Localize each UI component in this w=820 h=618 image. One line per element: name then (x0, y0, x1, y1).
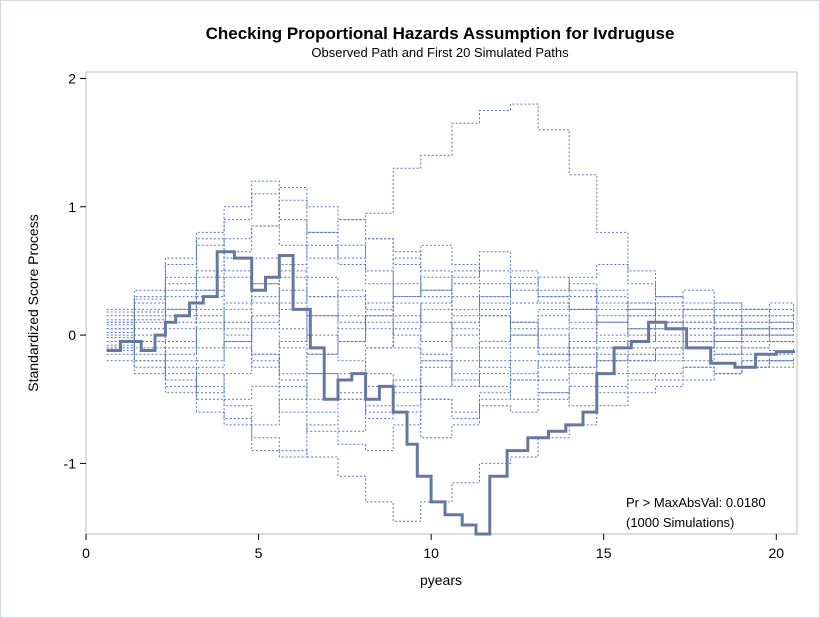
observed-path (106, 250, 795, 536)
x-axis-label: pyears (420, 572, 462, 588)
axes: 0 5 10 15 20 -1 0 1 2 (64, 70, 785, 561)
y-tick-label: -1 (64, 455, 77, 471)
y-tick-label: 2 (68, 70, 76, 86)
y-axis-label: Standardized Score Process (25, 214, 41, 391)
y-tick-label: 0 (68, 327, 76, 343)
simulated-path-4 (106, 347, 794, 458)
x-tick-label: 5 (255, 545, 263, 561)
simulated-path-12 (106, 283, 794, 407)
simulated-path-11 (106, 276, 794, 368)
p-value-annotation: Pr > MaxAbsVal: 0.0180 (626, 495, 766, 510)
x-tick-label: 10 (423, 545, 439, 561)
simulations-annotation: (1000 Simulations) (626, 515, 734, 530)
x-tick-label: 15 (596, 545, 612, 561)
y-tick-label: 1 (68, 199, 76, 215)
x-tick-label: 0 (82, 545, 90, 561)
simulated-path-19 (106, 289, 794, 432)
simulated-paths (106, 103, 794, 522)
x-tick-label: 20 (769, 545, 785, 561)
simulated-path-15 (106, 321, 794, 419)
chart-subtitle: Observed Path and First 20 Simulated Pat… (311, 45, 569, 60)
chart-title: Checking Proportional Hazards Assumption… (205, 24, 675, 43)
observed-path-layer (106, 250, 795, 536)
simulated-path-2 (106, 341, 794, 522)
